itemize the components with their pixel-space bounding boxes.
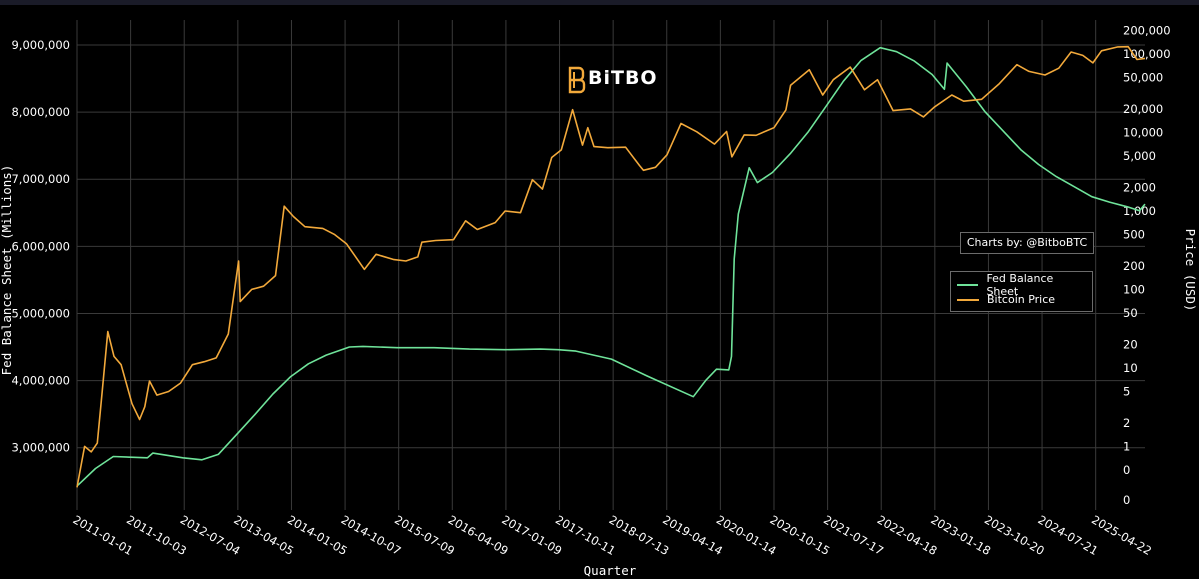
right-tick-label: 50 [1123,306,1138,320]
x-tick-label: 2017-10-11 [553,512,618,558]
left-tick-label: 5,000,000 [11,306,70,320]
left-tick-label: 8,000,000 [11,105,70,119]
legend-label-fed: Fed Balance Sheet [986,271,1054,298]
right-axis-title: Price (USD) [1183,229,1198,312]
left-axis-title: Fed Balance Sheet (Millions) [0,165,14,376]
x-tick-label: 2020-10-15 [767,512,832,558]
x-tick-label: 2025-04-22 [1089,512,1154,558]
x-tick-label: 2022-04-18 [875,512,940,558]
right-tick-label: 5 [1123,385,1130,399]
right-tick-label: 1 [1123,439,1130,453]
right-tick-label: 200 [1123,259,1145,273]
x-tick-label: 2014-10-07 [339,512,404,558]
x-tick-label: 2014-01-05 [285,512,350,558]
right-tick-label: 200,000 [1123,23,1171,37]
x-tick-label: 2023-01-18 [928,512,993,558]
right-tick-label: 0 [1123,493,1130,507]
legend: Fed Balance Sheet Bitcoin Price [950,271,1093,312]
top-strip [0,0,1199,5]
x-tick-label: 2024-07-21 [1036,512,1101,558]
credit-box: Charts by: @BitboBTC [960,232,1094,254]
legend-label-btc: Bitcoin Price [987,293,1056,306]
left-tick-label: 3,000,000 [11,441,70,455]
legend-swatch-btc [957,298,979,301]
x-tick-label: 2012-07-04 [178,512,243,558]
legend-item-fed[interactable]: Fed Balance Sheet [957,272,1086,298]
right-axis-ticks: 001251020501002005001,0002,0005,00010,00… [1123,23,1171,507]
left-tick-label: 9,000,000 [11,38,70,52]
grid [76,20,1145,510]
x-tick-label: 2020-01-14 [714,512,779,558]
x-tick-label: 2011-01-01 [71,512,136,558]
right-tick-label: 2 [1123,416,1130,430]
left-tick-label: 7,000,000 [11,172,70,186]
fed-balance-sheet-line [77,46,1146,486]
logo-text: BiTBO [588,67,658,89]
right-tick-label: 50,000 [1123,71,1163,85]
right-tick-label: 10 [1123,361,1138,375]
x-tick-label: 2011-10-03 [124,512,189,558]
x-tick-label: 2021-07-17 [821,512,886,558]
bitbo-logo: BiTBO [568,66,658,94]
bitbo-logo-icon [568,66,586,94]
x-tick-label: 2023-10-20 [982,512,1047,558]
right-tick-label: 100 [1123,282,1145,296]
x-tick-label: 2016-04-09 [446,512,511,558]
right-tick-label: 0 [1123,463,1130,477]
right-tick-label: 2,000 [1123,180,1156,194]
x-axis-title: Quarter [584,563,637,578]
legend-swatch-fed [957,283,979,286]
right-tick-label: 20,000 [1123,102,1163,116]
bitcoin-price-line [76,45,1146,488]
right-tick-label: 5,000 [1123,149,1156,163]
left-tick-label: 4,000,000 [11,374,70,388]
series-layer [76,45,1146,488]
right-tick-label: 500 [1123,228,1145,242]
right-tick-label: 20 [1123,337,1138,351]
x-tick-label: 2019-04-14 [660,512,725,558]
x-tick-label: 2018-07-13 [607,512,672,558]
right-tick-label: 10,000 [1123,125,1163,139]
left-tick-label: 6,000,000 [11,239,70,253]
x-tick-label: 2015-07-09 [392,512,457,558]
x-tick-label: 2013-04-05 [231,512,296,558]
x-tick-label: 2017-01-09 [499,512,564,558]
x-axis-ticks: 2011-01-012011-10-032012-07-042013-04-05… [71,512,1155,558]
left-axis-ticks: 3,000,000 4,000,000 5,000,000 6,000,000 7,00… [11,38,70,455]
legend-item-btc[interactable]: Bitcoin Price [957,292,1086,307]
